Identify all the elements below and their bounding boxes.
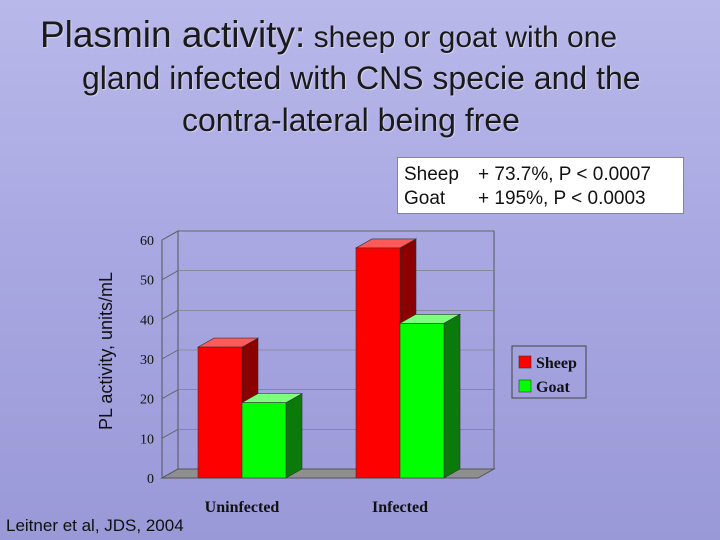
y-tick-label: 10 <box>140 432 154 447</box>
stat-row-sheep: Sheep + 73.7%, P < 0.0007 <box>404 163 677 187</box>
stats-box: Sheep + 73.7%, P < 0.0007 Goat + 195%, P <… <box>397 157 684 214</box>
x-category-label: Uninfected <box>205 499 280 516</box>
gridline <box>161 230 179 241</box>
stat-name: Sheep <box>404 164 459 185</box>
y-tick-label: 50 <box>140 274 154 289</box>
legend-swatch-sheep <box>518 355 532 369</box>
bar-side <box>443 313 461 479</box>
bar-sheep-uninfected <box>197 346 243 479</box>
gridline <box>161 309 179 320</box>
y-tick-label: 30 <box>140 353 154 368</box>
legend-label-sheep: Sheep <box>536 355 577 372</box>
legend-swatch-goat <box>518 379 532 393</box>
stat-value: + 73.7%, P < 0.0007 <box>478 164 651 185</box>
stat-row-goat: Goat + 195%, P < 0.0003 <box>404 187 677 211</box>
bar-side <box>285 393 303 479</box>
y-tick-label: 60 <box>140 234 154 249</box>
x-category-label: Infected <box>372 499 428 516</box>
stat-name: Goat <box>404 188 446 209</box>
y-tick-label: 0 <box>147 472 154 487</box>
y-tick-label: 40 <box>140 313 154 328</box>
y-axis-label: PL activity, units/mL <box>96 271 116 431</box>
title-line-1: Plasmin activity: sheep or goat with one <box>40 14 720 56</box>
y-tick-label: 20 <box>140 393 154 408</box>
gridline <box>161 270 179 281</box>
bar-sheep-infected <box>355 247 401 479</box>
title-line-2: gland infected with CNS specie and the <box>82 60 641 96</box>
bar-goat-uninfected <box>241 402 287 479</box>
bar-goat-infected <box>399 322 445 479</box>
title-line-3: contra-lateral being free <box>182 102 520 138</box>
gridline <box>161 428 179 439</box>
gridline <box>161 349 179 360</box>
title-lead: Plasmin activity: <box>40 14 306 55</box>
citation: Leitner et al, JDS, 2004 <box>6 516 184 535</box>
stat-value: + 195%, P < 0.0003 <box>478 188 646 209</box>
legend-label-goat: Goat <box>536 379 570 396</box>
legend-box <box>511 345 587 399</box>
gridline <box>161 389 179 400</box>
title-rest: sheep or goat with one <box>305 21 618 54</box>
